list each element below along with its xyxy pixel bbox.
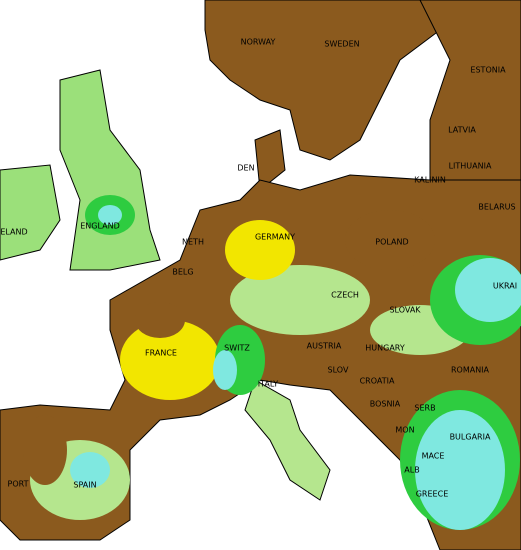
country-label: LITHUANIA: [449, 162, 492, 171]
scandinavia: [204, 0, 441, 161]
country-label: BULGARIA: [450, 433, 491, 442]
country-label: ENGLAND: [80, 222, 120, 231]
zone: [345, 210, 435, 270]
country-label: GERMANY: [255, 233, 295, 242]
country-label: NORWAY: [241, 38, 276, 47]
country-label: KALININ: [414, 176, 446, 185]
country-label: ELAND: [0, 228, 27, 237]
country-label: SLOV: [328, 366, 349, 375]
country-label: PORT: [8, 480, 29, 489]
country-label: LATVIA: [448, 126, 476, 135]
country-label: NETH: [182, 238, 204, 247]
precip-zones: [23, 195, 521, 530]
zone: [230, 265, 370, 335]
country-label: GREECE: [416, 490, 449, 499]
zone: [225, 220, 295, 280]
country-label: SERB: [414, 404, 435, 413]
zone: [120, 320, 220, 400]
country-label: BELARUS: [478, 203, 515, 212]
country-label: BELG: [172, 268, 193, 277]
zone: [415, 410, 505, 530]
country-label: BOSNIA: [370, 400, 401, 409]
zone: [213, 350, 237, 390]
country-label: SWITZ: [224, 344, 250, 353]
country-label: POLAND: [375, 238, 408, 247]
country-label: CZECH: [331, 291, 359, 300]
britain: [59, 69, 161, 271]
country-label: DEN: [237, 164, 254, 173]
country-label: MON: [395, 426, 414, 435]
zone: [455, 258, 521, 322]
zone: [70, 452, 110, 488]
country-label: SWEDEN: [324, 40, 359, 49]
country-label: UKRAI: [493, 282, 517, 291]
country-label: MACE: [422, 452, 445, 461]
zone: [98, 205, 122, 225]
country-label: SPAIN: [73, 481, 96, 490]
country-label: ALB: [404, 466, 419, 475]
zone: [135, 302, 185, 338]
country-label: ESTONIA: [470, 66, 506, 75]
denmark: [254, 129, 286, 191]
country-labels: NORWAY SWEDEN ESTONIA LATVIA LITHUANIAKALINI…: [0, 38, 517, 499]
ireland: [0, 164, 61, 261]
zone: [23, 415, 67, 485]
country-label: HUNGARY: [365, 344, 405, 353]
country-label: SLOVAK: [389, 306, 421, 315]
country-label: ITALY: [258, 380, 278, 389]
country-label: CROATIA: [360, 377, 395, 386]
country-label: FRANCE: [145, 349, 177, 358]
italy: [244, 379, 331, 501]
country-label: ROMANIA: [451, 366, 490, 375]
country-label: AUSTRIA: [307, 342, 342, 351]
